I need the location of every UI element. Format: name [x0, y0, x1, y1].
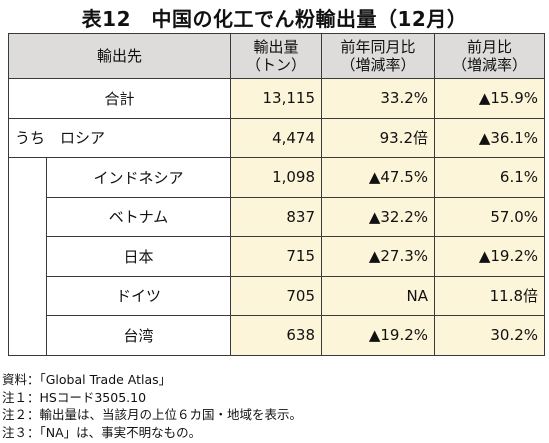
header-volume: 輸出量 （トン） — [230, 33, 323, 79]
header-origin: 輸出先 — [7, 33, 232, 79]
row-label: 台湾 — [45, 315, 232, 356]
header-volume-line2: （トン） — [246, 56, 307, 74]
cell-yoy: 33.2% — [321, 78, 436, 119]
cell-mom: 11.8倍 — [434, 275, 546, 316]
header-volume-line1: 輸出量 — [253, 38, 299, 56]
table-header-row: 輸出先 輸出量 （トン） 前年同月比 （増減率） 前月比 （増減率） — [7, 33, 546, 79]
cell-mom: ▲36.1% — [434, 117, 546, 158]
header-yoy-line2: （増減率） — [340, 56, 416, 74]
indent-spacer — [8, 236, 47, 276]
row-label: 合計 — [7, 78, 232, 119]
note-1: 注１：HSコード3505.10 — [2, 389, 147, 405]
cell-volume: 13,115 — [230, 78, 323, 119]
cell-volume: 705 — [230, 275, 323, 316]
cell-volume: 837 — [230, 196, 323, 237]
table-row-taiwan: 台湾 638 ▲19.2% 30.2% — [8, 315, 546, 356]
cell-yoy: ▲19.2% — [321, 315, 436, 356]
table-row-japan: 日本 715 ▲27.3% ▲19.2% — [8, 236, 546, 277]
cell-mom: 57.0% — [434, 196, 546, 237]
note-3: 注３：「NA」は、事実不明なもの。 — [2, 424, 202, 440]
note-2: 注２：輸出量は、当該月の上位６カ国・地域を表示。 — [2, 407, 303, 422]
cell-yoy: 93.2倍 — [321, 117, 436, 158]
cell-yoy: ▲47.5% — [321, 157, 436, 198]
table-row-germany: ドイツ 705 NA 11.8倍 — [8, 275, 546, 316]
header-mom-line2: （増減率） — [452, 56, 528, 74]
cell-volume: 638 — [230, 315, 323, 356]
row-label: うち ロシア — [7, 117, 232, 158]
header-yoy: 前年同月比 （増減率） — [321, 33, 436, 79]
cell-yoy: NA — [321, 275, 436, 316]
export-volume-table: 輸出先 輸出量 （トン） 前年同月比 （増減率） 前月比 （増減率） 合計 13… — [7, 33, 546, 356]
footnotes: 資料：「Global Trade Atlas」 注１：HSコード3505.10 … — [2, 371, 302, 441]
table-row-russia: うち ロシア 4,474 93.2倍 ▲36.1% — [7, 117, 546, 158]
header-yoy-line1: 前年同月比 — [340, 38, 416, 56]
indent-spacer — [8, 157, 47, 197]
table-row-indonesia: インドネシア 1,098 ▲47.5% 6.1% — [8, 157, 546, 198]
cell-mom: 6.1% — [434, 157, 546, 198]
row-label: インドネシア — [45, 157, 232, 198]
table-row-vietnam: ベトナム 837 ▲32.2% 57.0% — [8, 196, 546, 237]
note-source: 資料：「Global Trade Atlas」 — [2, 372, 172, 387]
header-mom: 前月比 （増減率） — [434, 33, 546, 79]
cell-mom: ▲15.9% — [434, 78, 546, 119]
table-title: 表12 中国の化工でん粉輸出量（12月） — [81, 7, 468, 31]
cell-volume: 715 — [230, 236, 323, 277]
cell-mom: 30.2% — [434, 315, 546, 356]
row-label: ドイツ — [45, 275, 232, 316]
cell-volume: 4,474 — [230, 117, 323, 158]
row-label: 日本 — [45, 236, 232, 277]
indent-spacer — [8, 276, 47, 316]
indent-spacer — [8, 315, 47, 356]
header-mom-line1: 前月比 — [467, 38, 513, 56]
cell-volume: 1,098 — [230, 157, 323, 198]
indent-spacer — [8, 197, 47, 237]
cell-yoy: ▲32.2% — [321, 196, 436, 237]
table-row-total: 合計 13,115 33.2% ▲15.9% — [7, 78, 546, 119]
row-label: ベトナム — [45, 196, 232, 237]
cell-yoy: ▲27.3% — [321, 236, 436, 277]
cell-mom: ▲19.2% — [434, 236, 546, 277]
